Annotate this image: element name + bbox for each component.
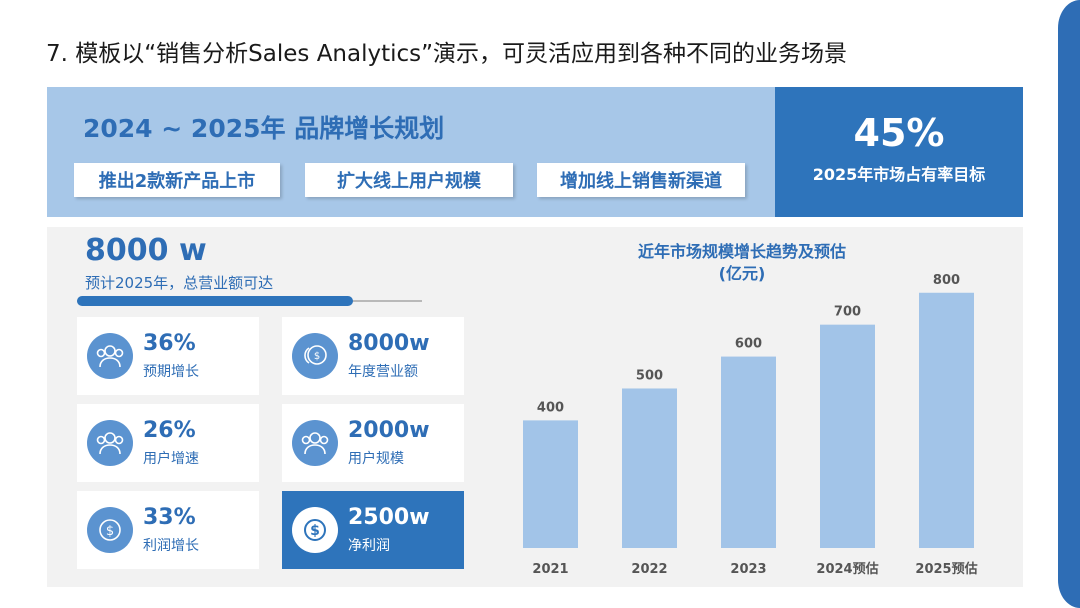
bar-2025预估 [919,292,974,548]
stat-label: 用户增速 [143,451,199,467]
initiative-new-products: 推出2款新产品上市 [74,163,280,197]
analytics-panel: 8000 w 预计2025年，总营业额可达 36% 预期增长 $ 8000w 年… [47,227,1023,587]
stat-label: 用户规模 [348,451,404,467]
users-icon [87,420,133,466]
growth-plan-banner: 2024 ~ 2025年 品牌增长规划 推出2款新产品上市 扩大线上用户规模 增… [47,87,775,217]
x-tick-label: 2022 [631,562,667,577]
revenue-value: 8000 w [85,233,207,268]
users-icon [292,420,338,466]
stat-card-user-scale: 2000w 用户规模 [282,404,464,482]
chart-title-line1: 近年市场规模增长趋势及预估 [637,242,846,261]
stat-card-net-profit: $ 2500w 净利润 [282,491,464,569]
stat-card-expected-growth: 36% 预期增长 [77,317,259,395]
stat-label: 年度营业额 [348,364,418,380]
coins-icon: $ [292,333,338,379]
bar-value-label: 400 [537,400,564,415]
kpi-label: 2025年市场占有率目标 [812,165,986,184]
stat-label: 预期增长 [143,364,199,380]
stat-label: 净利润 [348,538,390,554]
page-title: 7. 模板以“销售分析Sales Analytics”演示，可灵活应用到各种不同… [46,41,848,67]
svg-text:$: $ [310,523,320,539]
bar-value-label: 500 [636,368,663,383]
kpi-value: 45% [853,111,945,155]
dollar-icon: $ [87,507,133,553]
bar-2022 [622,388,677,548]
bar-value-label: 600 [735,337,762,352]
stat-value: 2500w [348,505,430,530]
x-tick-label: 2021 [532,562,568,577]
stat-card-annual-revenue: $ 8000w 年度营业额 [282,317,464,395]
bar-value-label: 800 [933,273,960,288]
stat-card-user-growth: 26% 用户增速 [77,404,259,482]
bar-2021 [523,420,578,548]
initiative-online-channels: 增加线上销售新渠道 [537,163,745,197]
stat-value: 2000w [348,418,430,443]
banner-title: 2024 ~ 2025年 品牌增长规划 [83,114,445,143]
corner-accent [1058,0,1080,608]
x-tick-label: 2023 [730,562,766,577]
users-icon [87,333,133,379]
bar-2024预估 [820,324,875,548]
svg-text:$: $ [314,351,320,362]
revenue-description: 预计2025年，总营业额可达 [85,274,274,292]
stat-value: 33% [143,505,196,530]
x-tick-label: 2024预估 [816,561,878,577]
bar-2023 [721,356,776,548]
dollar-icon: $ [292,507,338,553]
bar-value-label: 700 [834,305,861,320]
chart-title-unit: (亿元) [718,264,766,283]
stat-value: 8000w [348,331,430,356]
svg-text:$: $ [106,524,114,539]
chart-title: 近年市场规模增长趋势及预估 (亿元) [607,241,877,285]
x-tick-label: 2025预估 [915,561,977,577]
revenue-progress-fill [77,296,353,306]
stat-label: 利润增长 [143,538,199,554]
initiative-online-users: 扩大线上用户规模 [305,163,513,197]
stat-value: 26% [143,418,196,443]
market-size-bar-chart: 400 2021 500 2022 600 2023 700 2024预估 800 2025预估 [523,273,978,577]
stat-value: 36% [143,331,196,356]
stat-card-profit-growth: $ 33% 利润增长 [77,491,259,569]
market-share-kpi: 45% 2025年市场占有率目标 [775,87,1023,217]
